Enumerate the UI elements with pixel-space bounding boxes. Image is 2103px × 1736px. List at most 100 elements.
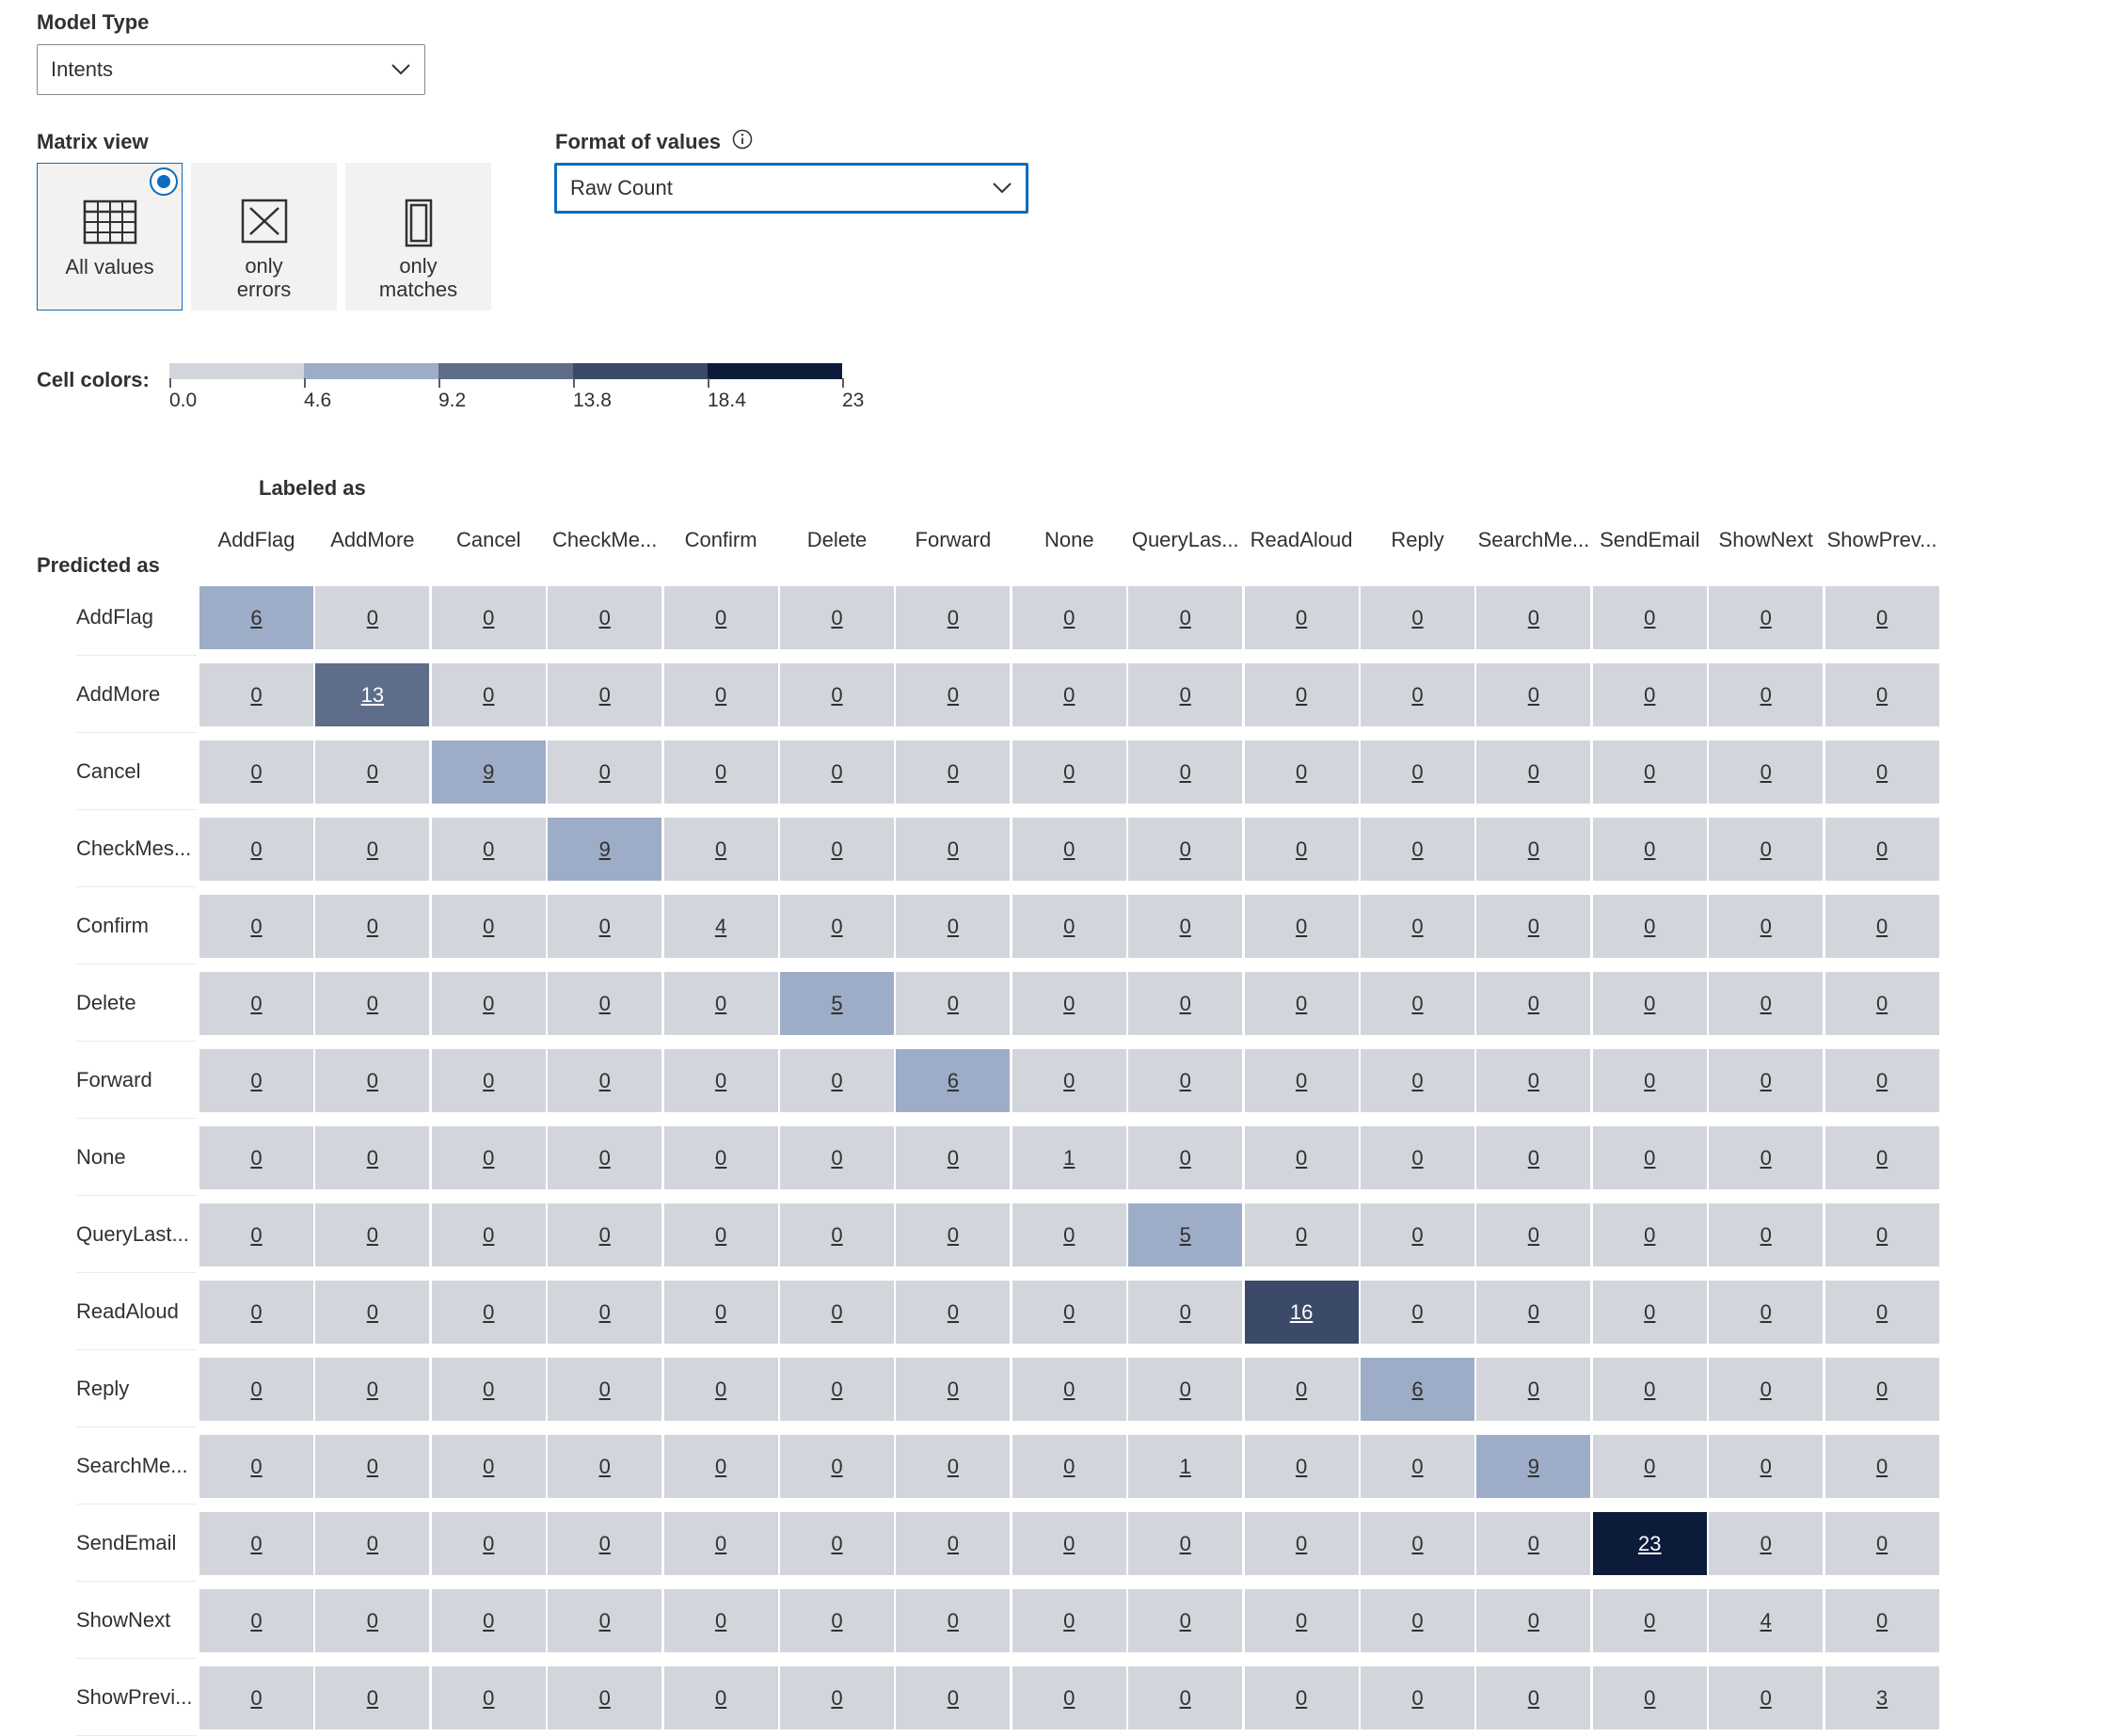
matrix-cell[interactable]: 0: [780, 818, 894, 881]
matrix-cell[interactable]: 0: [548, 1203, 662, 1266]
matrix-cell[interactable]: 0: [199, 1512, 313, 1575]
matrix-cell[interactable]: 0: [1824, 1126, 1939, 1189]
matrix-cell[interactable]: 0: [780, 586, 894, 649]
matrix-cell[interactable]: 0: [431, 663, 546, 726]
matrix-cell[interactable]: 0: [548, 895, 662, 958]
matrix-cell[interactable]: 0: [1128, 895, 1243, 958]
matrix-cell[interactable]: 0: [1012, 895, 1126, 958]
matrix-cell[interactable]: 0: [1244, 741, 1359, 804]
matrix-cell[interactable]: 0: [1476, 1589, 1591, 1652]
matrix-cell[interactable]: 0: [1012, 1666, 1126, 1729]
matrix-cell[interactable]: 0: [1592, 1126, 1707, 1189]
matrix-cell[interactable]: 0: [431, 1666, 546, 1729]
matrix-cell[interactable]: 0: [663, 1435, 778, 1498]
matrix-cell[interactable]: 0: [1244, 972, 1359, 1035]
matrix-cell[interactable]: 0: [199, 1049, 313, 1112]
matrix-cell[interactable]: 0: [1592, 972, 1707, 1035]
matrix-cell[interactable]: 0: [199, 895, 313, 958]
matrix-cell[interactable]: 0: [431, 1049, 546, 1112]
matrix-cell[interactable]: 0: [1128, 1126, 1243, 1189]
matrix-cell[interactable]: 0: [663, 1126, 778, 1189]
matrix-cell[interactable]: 0: [1824, 586, 1939, 649]
matrix-cell[interactable]: 0: [663, 818, 778, 881]
matrix-cell[interactable]: 0: [1476, 1666, 1591, 1729]
matrix-cell[interactable]: 0: [1592, 1281, 1707, 1344]
matrix-cell[interactable]: 6: [896, 1049, 1011, 1112]
matrix-cell[interactable]: 13: [315, 663, 430, 726]
matrix-cell[interactable]: 0: [1361, 1435, 1474, 1498]
matrix-cell[interactable]: 0: [315, 972, 430, 1035]
matrix-cell[interactable]: 0: [548, 1126, 662, 1189]
matrix-cell[interactable]: 0: [1361, 586, 1474, 649]
matrix-cell[interactable]: 0: [663, 586, 778, 649]
matrix-cell[interactable]: 0: [1709, 1666, 1824, 1729]
matrix-cell[interactable]: 0: [1476, 1281, 1591, 1344]
matrix-cell[interactable]: 23: [1592, 1512, 1707, 1575]
matrix-cell[interactable]: 0: [1824, 663, 1939, 726]
matrix-cell[interactable]: 0: [1824, 1512, 1939, 1575]
matrix-cell[interactable]: 4: [663, 895, 778, 958]
matrix-cell[interactable]: 0: [896, 1512, 1011, 1575]
matrix-cell[interactable]: 0: [199, 1589, 313, 1652]
matrix-cell[interactable]: 0: [315, 1435, 430, 1498]
matrix-cell[interactable]: 0: [548, 1435, 662, 1498]
matrix-cell[interactable]: 9: [1476, 1435, 1591, 1498]
matrix-cell[interactable]: 0: [1824, 1203, 1939, 1266]
matrix-cell[interactable]: 0: [1128, 1512, 1243, 1575]
matrix-cell[interactable]: 0: [896, 972, 1011, 1035]
matrix-cell[interactable]: 0: [1592, 1203, 1707, 1266]
matrix-cell[interactable]: 0: [663, 1281, 778, 1344]
matrix-cell[interactable]: 0: [663, 663, 778, 726]
matrix-cell[interactable]: 0: [896, 1435, 1011, 1498]
matrix-cell[interactable]: 0: [548, 1049, 662, 1112]
matrix-cell[interactable]: 0: [1128, 1281, 1243, 1344]
matrix-cell[interactable]: 0: [431, 1589, 546, 1652]
matrix-cell[interactable]: 0: [1709, 1281, 1824, 1344]
matrix-cell[interactable]: 0: [199, 1281, 313, 1344]
matrix-cell[interactable]: 0: [780, 741, 894, 804]
matrix-cell[interactable]: 0: [315, 1203, 430, 1266]
matrix-cell[interactable]: 5: [780, 972, 894, 1035]
matrix-cell[interactable]: 4: [1709, 1589, 1824, 1652]
matrix-cell[interactable]: 0: [1592, 663, 1707, 726]
matrix-cell[interactable]: 0: [1128, 1589, 1243, 1652]
matrix-cell[interactable]: 0: [315, 1512, 430, 1575]
matrix-cell[interactable]: 0: [1012, 586, 1126, 649]
matrix-cell[interactable]: 0: [199, 1126, 313, 1189]
matrix-cell[interactable]: 0: [1361, 741, 1474, 804]
matrix-cell[interactable]: 0: [199, 818, 313, 881]
matrix-cell[interactable]: 0: [896, 1126, 1011, 1189]
matrix-cell[interactable]: 0: [663, 1512, 778, 1575]
matrix-cell[interactable]: 0: [1012, 663, 1126, 726]
matrix-cell[interactable]: 0: [1709, 818, 1824, 881]
matrix-cell[interactable]: 0: [1361, 972, 1474, 1035]
matrix-cell[interactable]: 0: [315, 1358, 430, 1421]
matrix-cell[interactable]: 0: [1012, 1512, 1126, 1575]
matrix-cell[interactable]: 0: [1709, 1049, 1824, 1112]
matrix-cell[interactable]: 0: [1244, 818, 1359, 881]
matrix-cell[interactable]: 6: [1361, 1358, 1474, 1421]
matrix-cell[interactable]: 0: [1012, 1203, 1126, 1266]
matrix-cell[interactable]: 0: [896, 1203, 1011, 1266]
matrix-cell[interactable]: 0: [199, 741, 313, 804]
matrix-cell[interactable]: 0: [1824, 895, 1939, 958]
matrix-cell[interactable]: 0: [1128, 818, 1243, 881]
matrix-cell[interactable]: 0: [548, 972, 662, 1035]
matrix-cell[interactable]: 0: [1709, 1203, 1824, 1266]
matrix-cell[interactable]: 0: [1128, 972, 1243, 1035]
matrix-cell[interactable]: 0: [315, 741, 430, 804]
matrix-cell[interactable]: 0: [663, 1203, 778, 1266]
matrix-cell[interactable]: 0: [1244, 1512, 1359, 1575]
matrix-cell[interactable]: 5: [1128, 1203, 1243, 1266]
matrix-cell[interactable]: 0: [1476, 818, 1591, 881]
matrix-cell[interactable]: 0: [1012, 1049, 1126, 1112]
format-of-values-dropdown[interactable]: Raw Count: [554, 163, 1028, 214]
matrix-cell[interactable]: 0: [1361, 1049, 1474, 1112]
matrix-cell[interactable]: 0: [1824, 1281, 1939, 1344]
matrix-cell[interactable]: 0: [1361, 1281, 1474, 1344]
matrix-cell[interactable]: 3: [1824, 1666, 1939, 1729]
matrix-cell[interactable]: 0: [548, 586, 662, 649]
matrix-cell[interactable]: 0: [1592, 1435, 1707, 1498]
matrix-cell[interactable]: 0: [1824, 1589, 1939, 1652]
matrix-cell[interactable]: 0: [1709, 586, 1824, 649]
